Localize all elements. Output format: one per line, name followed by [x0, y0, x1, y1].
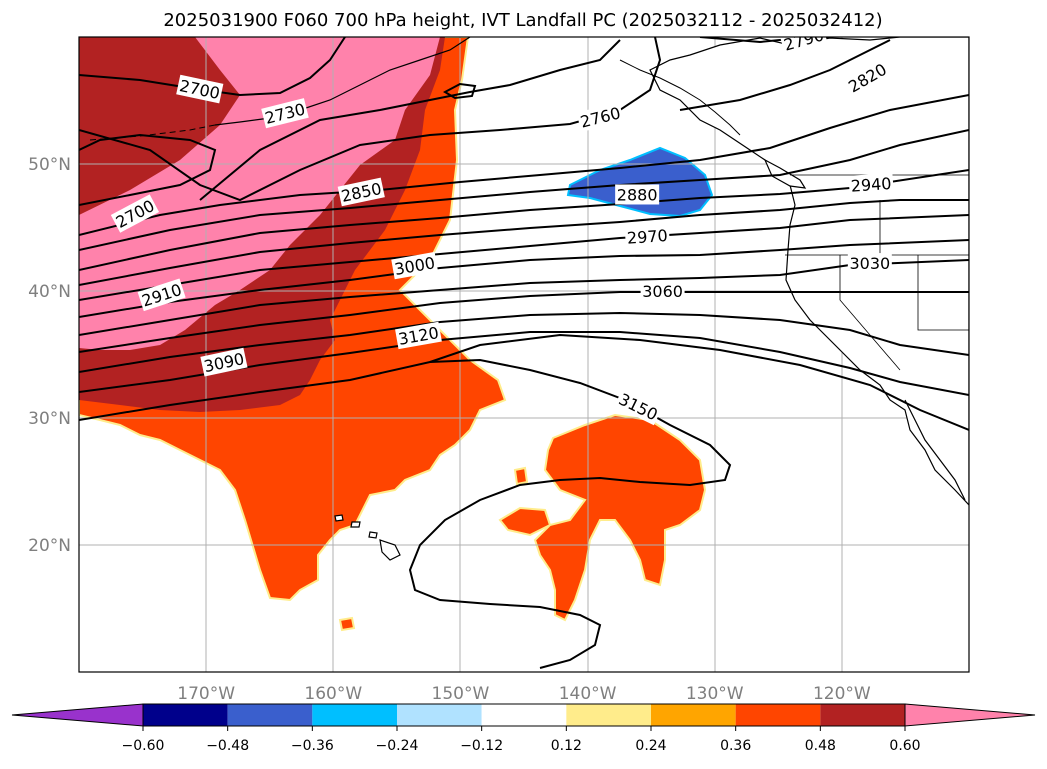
colorbar-frame: [142, 703, 906, 727]
lon-tick-label: 170°W: [177, 684, 235, 704]
contour-label-bg: [640, 281, 685, 301]
contour-label-bg: [615, 184, 660, 205]
colorbar-segment: [143, 704, 228, 726]
colorbar-segment: [227, 704, 313, 726]
colorbar-tick-label: −0.60: [122, 738, 165, 754]
contour-label-bg: [395, 321, 442, 350]
contour-2850: [79, 94, 969, 236]
contour-label: 3090: [200, 347, 248, 377]
contour-label-bg: [137, 278, 186, 312]
colorbar-tick-label: −0.36: [291, 738, 334, 754]
colorbar: −0.60 −0.48 −0.36 −0.24 −0.12 0.12 0.24 0.36 0.4…: [11, 703, 1036, 754]
contour-label-bg: [391, 251, 439, 280]
contour-3060: [79, 291, 969, 353]
contour-label-bg: [847, 253, 892, 274]
colorbar-segment: [312, 704, 397, 726]
colorbar-tick-label: −0.12: [460, 738, 503, 754]
hawaii-island-big: [379, 539, 401, 561]
contour-label-bg: [176, 74, 224, 104]
contour-label-bg: [614, 387, 663, 426]
contour-label-bg: [779, 37, 828, 56]
ivt-region-orange-red-east: [533, 413, 707, 622]
longitude-labels: 170°W 160°W 150°W 140°W 130°W 120°W: [177, 684, 871, 704]
contour-label-text: 2970: [626, 226, 668, 248]
hawaii-island-maui: [368, 531, 378, 539]
alaska-peninsula: [214, 37, 471, 126]
colorbar-tick-label: 0.12: [551, 738, 582, 754]
contour-label: 2970: [624, 224, 670, 248]
contour-label: 3060: [640, 281, 685, 301]
contour-label-bg: [261, 98, 309, 129]
colorbar-tick-label: 0.36: [720, 738, 751, 754]
contour-2910: [79, 169, 969, 271]
hawaii-island-kauai: [334, 514, 344, 522]
contour-3030: [79, 259, 969, 336]
contour-label-text: 3030: [849, 254, 890, 273]
contour-label: 2880: [615, 184, 660, 205]
contour-label-bg: [624, 224, 670, 248]
contour-2700-north: [79, 37, 346, 97]
contour-2730-closed: [442, 82, 477, 100]
colorbar-segment: [651, 704, 736, 726]
contour-label-bg: [848, 172, 894, 196]
lon-tick-label: 160°W: [304, 684, 362, 704]
colorbar-tick-label: 0.60: [889, 738, 920, 754]
contour-2760: [79, 37, 662, 202]
hawaii-island-oahu: [350, 521, 361, 528]
lon-tick-label: 150°W: [432, 684, 490, 704]
ivt-region-orange-red-island3: [338, 616, 356, 632]
colorbar-tick-label: −0.24: [376, 738, 419, 754]
contour-label: 3120: [395, 321, 442, 350]
contour-3150: [79, 358, 732, 669]
contour-2700-west: [79, 133, 217, 206]
contour-label: 2940: [848, 172, 894, 196]
colorbar-segment: [397, 704, 482, 726]
height-contours: [79, 37, 969, 669]
latitude-labels: 20°N 30°N 40°N 50°N: [28, 155, 71, 556]
contour-2970: [79, 214, 969, 301]
ivt-region-orange-red-island2: [513, 466, 529, 486]
colorbar-extend-max: [904, 703, 1036, 727]
contour-label-text: 2880: [617, 185, 658, 204]
plot-title: 2025031900 F060 700 hPa height, IVT Land…: [163, 10, 882, 31]
alaska-islands: [619, 59, 741, 136]
colorbar-segment: [820, 704, 905, 726]
map-frame: [78, 36, 970, 673]
ivt-shading: [79, 37, 714, 632]
lon-tick-label: 120°W: [813, 684, 871, 704]
contour-label-bg: [843, 57, 892, 98]
colorbar-tick-label: −0.48: [206, 738, 249, 754]
lon-tick-label: 130°W: [686, 684, 744, 704]
ivt-region-orange-red-island: [498, 506, 552, 537]
colorbar-segment: [481, 704, 567, 726]
colorbar-tick-label: 0.24: [635, 738, 666, 754]
colorbar-extend-min: [11, 703, 144, 727]
baja-peninsula: [904, 399, 966, 501]
lat-tick-label: 50°N: [28, 155, 71, 175]
contour-2940: [79, 199, 969, 286]
contour-label: 3030: [847, 253, 892, 274]
lat-tick-label: 20°N: [28, 536, 71, 556]
contour-label-bg: [110, 194, 160, 233]
lon-tick-label: 140°W: [559, 684, 617, 704]
colorbar-tick-label: 0.48: [805, 738, 836, 754]
colorbar-segment: [566, 704, 651, 726]
contour-label-bg: [576, 101, 625, 133]
lat-tick-label: 40°N: [28, 282, 71, 302]
lat-tick-label: 30°N: [28, 409, 71, 429]
contour-3000: [79, 239, 969, 318]
contour-label-text: 3060: [642, 282, 683, 301]
gridlines: [79, 37, 969, 672]
contour-label-bg: [200, 347, 248, 377]
contour-2880: [79, 129, 969, 251]
contour-2820: [679, 39, 891, 111]
contour-3150-northeast: [429, 333, 969, 431]
contour-label-bg: [337, 177, 385, 207]
colorbar-segment: [735, 704, 821, 726]
contour-3090: [79, 311, 969, 373]
contour-label-text: 2940: [850, 174, 892, 196]
